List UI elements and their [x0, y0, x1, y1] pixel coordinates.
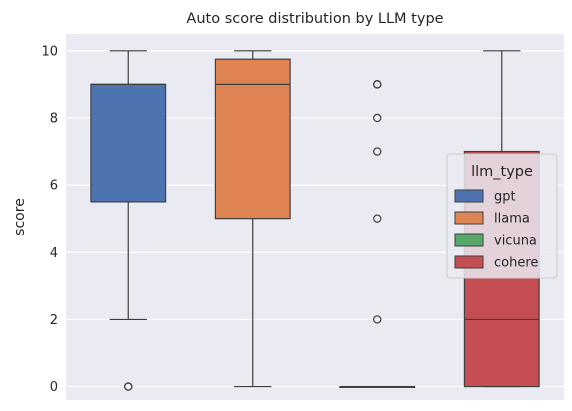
- y-axis-ticks: 0 2 4 6 8 10: [41, 44, 58, 395]
- legend-item-cohere: cohere: [454, 255, 538, 271]
- outlier-vicuna-0: [373, 315, 382, 324]
- legend-swatch-cohere: [454, 255, 484, 269]
- legend-swatch-vicuna: [454, 233, 484, 247]
- legend-title: llm_type: [471, 164, 533, 180]
- iqr-box-gpt: [90, 83, 167, 203]
- outlier-gpt-1: [124, 382, 133, 391]
- box-gpt: [90, 50, 167, 391]
- chart-title: Auto score distribution by LLM type: [186, 11, 443, 27]
- y-tick-label-10: 10: [41, 44, 58, 59]
- legend-label-cohere: cohere: [494, 256, 538, 271]
- legend-swatch-llama: [454, 211, 484, 225]
- y-tick-label-0: 0: [50, 380, 58, 395]
- box-llama: [214, 50, 291, 388]
- legend-label-llama: llama: [494, 212, 530, 227]
- legend-item-gpt: gpt: [454, 189, 516, 205]
- y-tick-label-4: 4: [50, 246, 58, 261]
- iqr-box-llama: [214, 58, 291, 220]
- y-tick-label-8: 8: [50, 111, 58, 126]
- outlier-vicuna-2: [373, 147, 382, 156]
- y-tick-label-6: 6: [50, 179, 58, 194]
- legend-label-vicuna: vicuna: [494, 234, 537, 249]
- y-axis-label: score: [12, 198, 28, 236]
- y-tick-label-2: 2: [50, 313, 58, 328]
- outlier-vicuna-5: [373, 80, 382, 89]
- legend-frame: [446, 153, 558, 279]
- legend-item-llama: llama: [454, 211, 530, 227]
- outlier-vicuna-3: [373, 113, 382, 123]
- outlier-vicuna-1: [373, 214, 382, 223]
- box-vicuna: [339, 80, 416, 388]
- legend-swatch-gpt: [454, 189, 484, 203]
- legend: llm_type gpt llama vicuna cohere: [446, 153, 558, 279]
- legend-item-vicuna: vicuna: [454, 233, 537, 249]
- legend-label-gpt: gpt: [494, 190, 516, 205]
